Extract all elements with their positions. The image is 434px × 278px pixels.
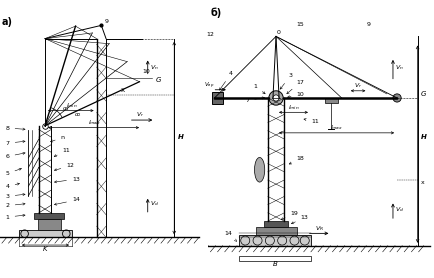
Text: а): а)	[2, 17, 13, 27]
Text: 11: 11	[54, 148, 70, 157]
Text: 7: 7	[245, 97, 264, 103]
Text: 4: 4	[220, 71, 233, 90]
Text: x: x	[421, 180, 424, 185]
Text: $l_{min}$: $l_{min}$	[288, 103, 299, 112]
Text: 4: 4	[6, 183, 20, 189]
Bar	[325, 98, 338, 103]
Text: x: x	[121, 87, 125, 93]
Text: б): б)	[210, 8, 222, 18]
Circle shape	[269, 91, 283, 105]
Text: $V_R$: $V_R$	[315, 224, 324, 233]
Text: $V_{вр}$: $V_{вр}$	[204, 80, 214, 91]
Bar	[212, 92, 223, 104]
Text: $l_{max}$: $l_{max}$	[88, 118, 102, 127]
Text: 6: 6	[6, 152, 25, 159]
Bar	[256, 227, 296, 235]
Bar	[264, 221, 288, 227]
Text: $l_{max}$: $l_{max}$	[330, 123, 343, 132]
Text: 1: 1	[253, 84, 265, 94]
Circle shape	[393, 94, 401, 102]
Text: G: G	[155, 77, 161, 83]
Text: H: H	[421, 134, 427, 140]
Text: 14: 14	[225, 231, 237, 241]
Text: 9: 9	[104, 19, 108, 24]
Bar	[38, 219, 61, 230]
Text: 10: 10	[142, 69, 150, 74]
Text: K: K	[43, 246, 48, 252]
Text: 12: 12	[207, 33, 214, 38]
Text: G: G	[421, 91, 426, 97]
Text: 13: 13	[55, 177, 80, 183]
Bar	[239, 235, 311, 246]
Text: $\alpha_2$: $\alpha_2$	[74, 111, 82, 119]
Text: 18: 18	[289, 155, 304, 164]
Text: 5: 5	[6, 168, 21, 176]
Text: $\alpha_1$: $\alpha_1$	[62, 106, 70, 113]
Text: 12: 12	[54, 163, 74, 171]
Text: 15: 15	[297, 22, 305, 27]
Bar	[19, 230, 72, 237]
Text: 3: 3	[280, 73, 293, 89]
Text: 7: 7	[6, 140, 25, 146]
Text: n: n	[50, 135, 65, 142]
Bar	[34, 213, 64, 219]
Text: B: B	[273, 261, 277, 267]
Bar	[239, 256, 311, 261]
Text: $V_n$: $V_n$	[395, 63, 404, 72]
Text: 11: 11	[304, 118, 319, 124]
Text: H: H	[178, 134, 184, 140]
Text: 19: 19	[281, 211, 298, 220]
Text: 10: 10	[288, 92, 304, 98]
Text: 17: 17	[287, 80, 304, 94]
Text: 13: 13	[291, 215, 309, 224]
Text: 9: 9	[366, 22, 370, 27]
Text: $V_d$: $V_d$	[150, 199, 159, 208]
Text: 2: 2	[6, 203, 25, 208]
Text: 3: 3	[6, 193, 25, 199]
Text: $V_n$: $V_n$	[150, 63, 158, 72]
Text: $V_r$: $V_r$	[136, 110, 145, 119]
Text: 8: 8	[6, 126, 25, 131]
Text: 1: 1	[6, 214, 25, 220]
Ellipse shape	[254, 157, 265, 182]
Text: $l_{min}$: $l_{min}$	[66, 101, 78, 110]
Circle shape	[273, 95, 279, 101]
Text: 0: 0	[276, 30, 280, 35]
Text: $V_d$: $V_d$	[395, 205, 404, 214]
Text: $V_r$: $V_r$	[354, 81, 362, 90]
Text: 14: 14	[54, 197, 80, 205]
